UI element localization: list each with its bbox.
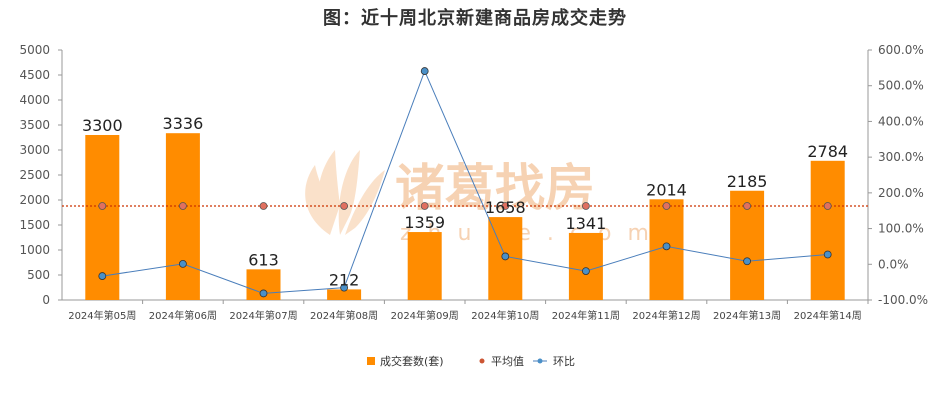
y-tick-label-left: 2500 (19, 168, 50, 182)
legend: 成交套数(套) 平均值 环比 (367, 354, 575, 368)
bar-data-label: 2185 (727, 172, 768, 191)
x-tick-label: 2024年第10周 (471, 309, 539, 322)
chart-title: 图：近十周北京新建商品房成交走势 (323, 8, 627, 29)
legend-swatch-bar (367, 357, 375, 365)
y-tick-label-left: 2000 (19, 193, 50, 207)
average-point (259, 202, 268, 210)
mom-point (743, 257, 751, 266)
mom-line (102, 69, 828, 294)
x-tick-label: 2024年第11周 (552, 309, 620, 322)
y-tick-label-left: 3000 (19, 143, 50, 157)
bar-data-label: 212 (329, 270, 360, 289)
y-tick-label-left: 3500 (19, 118, 50, 132)
legend-label: 成交套数(套) (380, 354, 444, 368)
y-tick-label-left: 0 (42, 293, 50, 307)
y-tick-label-right: 400.0% (878, 114, 924, 128)
bar (810, 160, 845, 300)
y-tick-label-left: 4000 (19, 93, 50, 107)
x-tick-label: 2024年第12周 (632, 309, 700, 322)
y-tick-label-left: 1000 (19, 243, 50, 257)
average-point (420, 202, 429, 210)
bar (165, 133, 200, 300)
legend-swatch-average (479, 358, 485, 364)
y-tick-label-right: 0.0% (878, 257, 909, 271)
bar-data-label: 1658 (485, 198, 526, 217)
average-point (582, 202, 590, 210)
y-tick-label-left: 1500 (19, 218, 50, 232)
bar-data-label: 1341 (566, 214, 607, 233)
x-tick-label: 2024年第14周 (794, 309, 862, 322)
mom-point (420, 67, 429, 75)
y-tick-label-left: 4500 (19, 68, 50, 82)
mom-point (501, 252, 510, 261)
legend-swatch-mom (537, 358, 543, 364)
mom-point (662, 242, 671, 251)
y-tick-label-right: 600.0% (878, 43, 924, 57)
watermark-logo-icon (305, 150, 385, 235)
bar (407, 232, 442, 300)
x-tick-label: 2024年第07周 (229, 309, 297, 322)
average-point (501, 202, 510, 210)
y-tick-label-right: -100.0% (878, 293, 928, 307)
average-point (98, 202, 107, 210)
x-tick-label: 2024年第05周 (68, 309, 136, 322)
legend-label: 环比 (553, 355, 575, 368)
y-tick-label-left: 500 (27, 268, 50, 282)
bar-data-label: 3336 (163, 114, 204, 133)
bar-data-label: 2784 (807, 142, 848, 161)
y-tick-label-right: 200.0% (878, 186, 924, 200)
bar-data-label: 1359 (404, 213, 445, 232)
y-tick-label-right: 100.0% (878, 222, 924, 236)
average-point (340, 202, 349, 210)
average-point (662, 202, 671, 210)
mom-point (823, 250, 832, 259)
mom-point (259, 289, 268, 298)
legend-label: 平均值 (491, 355, 524, 368)
mom-point (178, 259, 187, 268)
bar-data-label: 3300 (82, 116, 123, 135)
bar (568, 232, 603, 300)
mom-point (582, 267, 590, 276)
x-tick-label: 2024年第06周 (149, 309, 217, 322)
average-point (743, 202, 751, 210)
bar-data-label: 613 (248, 250, 279, 269)
y-tick-label-right: 500.0% (878, 79, 924, 93)
y-tick-label-right: 300.0% (878, 150, 924, 164)
average-point (178, 202, 187, 210)
x-tick-label: 2024年第09周 (391, 309, 459, 322)
mom-point (98, 272, 107, 280)
x-tick-label: 2024年第08周 (310, 309, 378, 322)
bar (327, 289, 362, 300)
average-point (823, 202, 832, 210)
y-tick-label-left: 5000 (19, 43, 50, 57)
bar-data-label: 2014 (646, 180, 687, 199)
x-tick-label: 2024年第13周 (713, 309, 781, 322)
mom-point (340, 283, 349, 292)
